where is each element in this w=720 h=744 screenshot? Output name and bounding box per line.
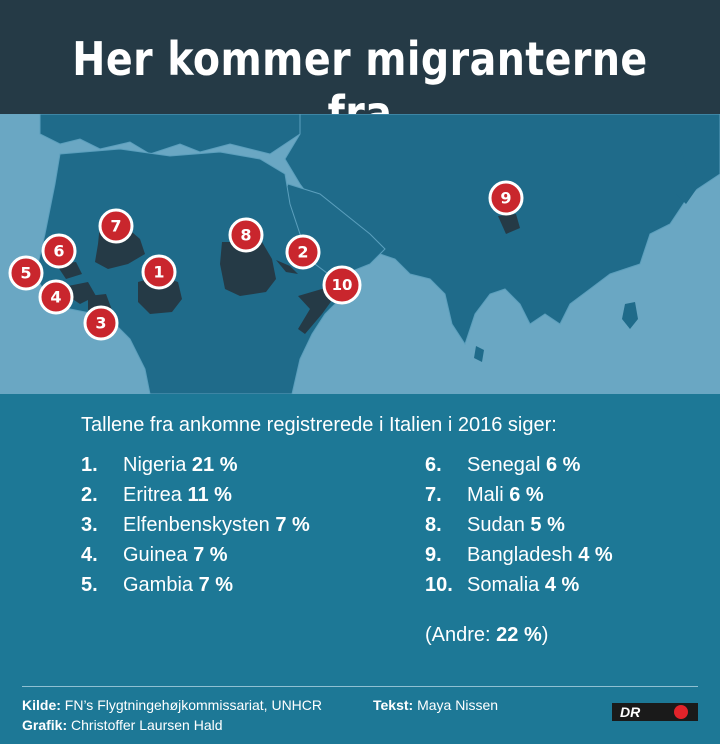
rank-number: 1.	[81, 454, 98, 476]
marker-8: 8	[228, 217, 264, 253]
map-graphic: 1 2 3 4 5 6 7 8 9 10	[8, 113, 720, 395]
rank-number: 7.	[425, 484, 442, 506]
country-name: Gambia	[123, 574, 194, 596]
list-item: 7. Mali 6 %	[425, 484, 613, 514]
list-item: 1. Nigeria 21 %	[81, 454, 310, 484]
ranking-list-right: 6. Senegal 6 % 7. Mali 6 % 8. Sudan 5 % 9. B…	[425, 454, 613, 604]
marker-8-label: 8	[240, 226, 251, 245]
marker-7-label: 7	[110, 217, 121, 236]
marker-9-label: 9	[500, 189, 511, 208]
others-label: (Andre:	[425, 624, 497, 646]
country-percent: 4 %	[544, 574, 580, 596]
japan-land	[676, 134, 712, 204]
marker-10-label: 10	[332, 276, 353, 294]
dr-logo-text: DR	[620, 704, 641, 720]
marker-7: 7	[98, 208, 134, 244]
graphic-value: Christoffer Laursen Hald	[71, 717, 223, 733]
marker-3-label: 3	[95, 314, 106, 333]
ranking-list-left: 1. Nigeria 21 % 2. Eritrea 11 % 3. Elfenben…	[81, 454, 310, 604]
country-name: Nigeria	[123, 454, 187, 476]
country-name: Senegal	[467, 454, 541, 476]
country-percent: 6 %	[545, 454, 581, 476]
list-item: 2. Eritrea 11 %	[81, 484, 310, 514]
country-percent: 7 %	[198, 574, 234, 596]
page-title: Her kommer migranterne fra	[72, 32, 648, 140]
marker-5-label: 5	[20, 264, 31, 283]
rank-number: 8.	[425, 514, 442, 536]
country-percent: 21 %	[191, 454, 238, 476]
country-percent: 6 %	[509, 484, 544, 506]
rank-number: 10.	[425, 574, 453, 596]
philippines-land	[622, 302, 638, 329]
others-close: )	[541, 624, 549, 646]
rank-number: 5.	[81, 574, 98, 596]
marker-1: 1	[141, 254, 177, 290]
country-name: Sudan	[467, 514, 525, 536]
source-value: FN’s Flygtningehøjkommissariat, UNHCR	[64, 697, 323, 713]
marker-5: 5	[8, 255, 44, 291]
marker-10: 10	[322, 265, 362, 305]
marker-6-label: 6	[53, 242, 64, 261]
list-item: 4. Guinea 7 %	[81, 544, 310, 574]
rank-number: 4.	[81, 544, 98, 566]
sri-lanka-land	[474, 346, 484, 362]
graphic-label: Grafik:	[22, 717, 68, 733]
marker-2: 2	[285, 234, 321, 270]
list-item: 10. Somalia 4 %	[425, 574, 613, 604]
country-percent: 7 %	[193, 544, 228, 566]
country-name: Mali	[467, 484, 504, 506]
country-name: Guinea	[123, 544, 188, 566]
country-eritrea	[276, 260, 298, 274]
dr-logo: DR	[612, 703, 698, 721]
list-item: 8. Sudan 5 %	[425, 514, 613, 544]
list-item: 9. Bangladesh 4 %	[425, 544, 613, 574]
country-name: Bangladesh	[467, 544, 573, 566]
marker-2-label: 2	[297, 243, 308, 262]
country-name: Somalia	[467, 574, 540, 596]
intro-text: Tallene fra ankomne registrerede i Itali…	[81, 414, 557, 436]
text-label: Tekst:	[373, 697, 414, 713]
text-credit: Tekst: Maya Nissen	[373, 697, 498, 713]
dr-speaker-icon	[674, 705, 688, 719]
country-bangladesh	[498, 214, 520, 234]
list-item: 6. Senegal 6 %	[425, 454, 613, 484]
country-name: Elfenbenskysten	[123, 514, 270, 536]
marker-3: 3	[83, 305, 119, 341]
country-percent: 7 %	[275, 514, 310, 536]
rank-number: 3.	[81, 514, 98, 536]
europe-land	[39, 113, 301, 155]
marker-6: 6	[41, 233, 77, 269]
marker-4-label: 4	[50, 288, 61, 307]
list-item: 5. Gambia 7 %	[81, 574, 310, 604]
graphic-credit: Grafik: Christoffer Laursen Hald	[22, 717, 223, 733]
rank-number: 6.	[425, 454, 442, 476]
marker-1-label: 1	[153, 263, 164, 282]
marker-4: 4	[38, 279, 74, 315]
others-share: (Andre: 22 %)	[425, 624, 548, 647]
text-value: Maya Nissen	[417, 697, 499, 713]
list-item: 3. Elfenbenskysten 7 %	[81, 514, 310, 544]
country-sudan	[220, 242, 276, 296]
footer-divider	[22, 686, 698, 687]
map: 1 2 3 4 5 6 7 8 9 10	[0, 113, 720, 395]
country-percent: 11 %	[187, 484, 232, 506]
country-percent: 5 %	[530, 514, 565, 536]
source-label: Kilde:	[22, 697, 61, 713]
title-bar: Her kommer migranterne fra	[0, 0, 720, 140]
rank-number: 9.	[425, 544, 442, 566]
rank-number: 2.	[81, 484, 98, 506]
source-credit: Kilde: FN’s Flygtningehøjkommissariat, U…	[22, 697, 322, 713]
marker-9: 9	[488, 180, 524, 216]
others-percent: 22 %	[496, 624, 542, 646]
country-percent: 4 %	[578, 544, 613, 566]
country-name: Eritrea	[123, 484, 182, 506]
